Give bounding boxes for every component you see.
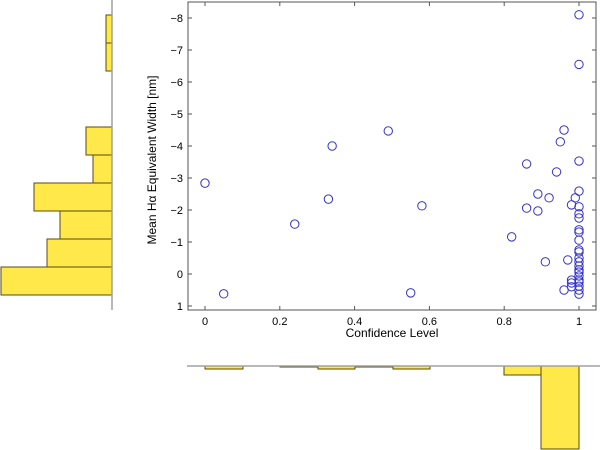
- data-points: [200, 10, 584, 299]
- y-tick-label: −3: [170, 173, 183, 185]
- y-tick-label: −6: [170, 77, 183, 89]
- histogram-bar: [59, 210, 113, 240]
- histogram-bar: [105, 14, 113, 44]
- data-point-circle: [521, 203, 532, 213]
- data-point-circle: [533, 189, 543, 199]
- y-tick-label: −2: [170, 205, 183, 217]
- data-point-circle: [417, 201, 427, 211]
- data-point-circle: [574, 289, 584, 299]
- data-point-circle: [219, 289, 229, 299]
- y-axis-ticks: −8 −7 −6 −5 −4 −3 −2 −1 0 1: [170, 13, 596, 313]
- data-point-circle: [574, 225, 584, 235]
- y-tick-label: 1: [177, 301, 183, 313]
- y-tick-label: −4: [170, 141, 183, 153]
- histogram-bar: [46, 238, 113, 268]
- data-point-circle: [290, 219, 300, 229]
- data-point-circle: [566, 275, 577, 285]
- histogram-bar: [503, 365, 542, 376]
- data-point-circle: [574, 156, 584, 166]
- data-point-circle: [323, 194, 334, 204]
- plot-frame: [187, 1, 597, 311]
- data-point-circle: [574, 10, 584, 20]
- data-point-circle: [574, 186, 584, 196]
- x-tick-label: 1: [576, 316, 582, 328]
- data-point-circle: [506, 232, 517, 242]
- data-point-circle: [555, 137, 565, 147]
- data-point-circle: [574, 209, 584, 219]
- data-point-circle: [540, 257, 551, 267]
- y-tick-label: −8: [170, 13, 183, 25]
- histogram-bar: [33, 182, 113, 212]
- x-axis-ticks: 0 0.2 0.4 0.6 0.8 1: [202, 2, 582, 328]
- data-point-circle: [521, 159, 532, 169]
- data-point-circle: [383, 126, 393, 136]
- data-point-circle: [574, 261, 584, 271]
- data-point-circle: [327, 141, 337, 151]
- data-point-circle: [574, 202, 584, 212]
- x-tick-label: 0: [202, 316, 208, 328]
- y-tick-label: −1: [170, 237, 183, 249]
- data-point-circle: [574, 213, 584, 223]
- x-tick-label: 0.8: [497, 316, 512, 328]
- data-point-circle: [200, 178, 210, 188]
- data-point-circle: [574, 235, 584, 245]
- scatter-plot: 0 0.2 0.4 0.6 0.8 1 −8 −7 −6 −5 −4 −3 −2 −1 0 1 Confid…: [145, 1, 597, 340]
- data-point-circle: [574, 59, 584, 70]
- x-axis-label: Confidence Level: [346, 326, 439, 340]
- histogram-bar: [540, 365, 580, 450]
- y-tick-label: −5: [170, 109, 183, 121]
- data-point-circle: [533, 206, 543, 216]
- x-marginal-histogram: [187, 365, 600, 450]
- data-point-circle: [559, 125, 569, 135]
- data-point-circle: [544, 193, 554, 203]
- data-point-circle: [551, 167, 562, 177]
- data-point-circle: [563, 255, 573, 265]
- histogram-bar: [92, 154, 113, 184]
- histogram-bar: [85, 126, 113, 156]
- y-tick-label: −7: [170, 45, 183, 57]
- x-tick-label: 0.4: [347, 316, 362, 328]
- data-point-circle: [574, 247, 584, 257]
- data-point-circle: [574, 265, 584, 275]
- data-point-circle: [406, 288, 416, 298]
- y-axis-label: Mean Hα Equivalent Width [nm]: [145, 75, 159, 244]
- x-tick-label: 0.6: [422, 316, 437, 328]
- y-marginal-histogram: [0, 0, 113, 310]
- data-point-circle: [574, 271, 584, 281]
- histogram-bar: [0, 266, 113, 296]
- x-tick-label: 0.2: [272, 316, 287, 328]
- data-point-circle: [574, 285, 584, 295]
- histogram-bar: [105, 42, 113, 72]
- y-tick-label: 0: [177, 269, 183, 281]
